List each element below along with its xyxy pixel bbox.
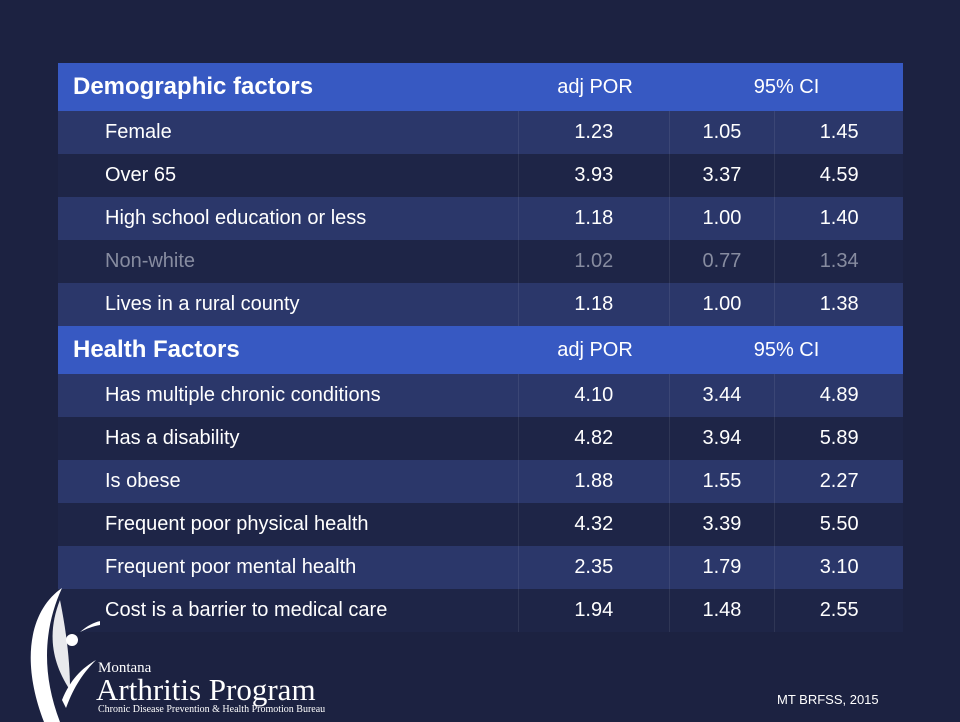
table-row: Non-white 1.02 0.77 1.34 [58, 240, 903, 283]
row-label: Has multiple chronic conditions [58, 374, 519, 417]
logo-line3: Chronic Disease Prevention & Health Prom… [98, 704, 326, 715]
por-cell: 4.32 [519, 503, 670, 546]
column-header: 95% CI [753, 338, 820, 361]
ci-high-cell: 5.50 [819, 513, 859, 535]
ci-low-cell: 1.79 [670, 546, 776, 589]
por-cell: 1.94 [519, 589, 670, 632]
row-label: Frequent poor physical health [58, 503, 519, 546]
ci-high-cell: 2.55 [819, 599, 859, 621]
ci-low-cell: 0.77 [670, 240, 776, 283]
ci-low-cell: 3.37 [670, 154, 776, 197]
row-label: Over 65 [58, 154, 519, 197]
logo-leaf [30, 588, 100, 722]
ci-high-cell: 1.38 [819, 293, 859, 315]
por-cell: 1.18 [519, 283, 670, 326]
ci-low-cell: 1.05 [670, 111, 776, 154]
table-row: Has a disability 4.82 3.94 5.89 [58, 417, 903, 460]
ci-low-cell: 1.00 [670, 283, 776, 326]
ci-low-cell: 3.94 [670, 417, 776, 460]
table-row: Lives in a rural county 1.18 1.00 1.38 [58, 283, 903, 326]
ci-low-cell: 1.48 [670, 589, 776, 632]
por-cell: 4.10 [519, 374, 670, 417]
por-cell: 1.23 [519, 111, 670, 154]
por-cell: 4.82 [519, 417, 670, 460]
row-label: Non-white [58, 240, 519, 283]
row-label: Cost is a barrier to medical care [58, 589, 519, 632]
row-label: High school education or less [58, 197, 519, 240]
ci-high-cell: 5.89 [819, 427, 859, 449]
ci-high-cell: 1.45 [819, 121, 859, 143]
table-row: Frequent poor mental health 2.35 1.79 3.10 [58, 546, 903, 589]
por-cell: 1.02 [519, 240, 670, 283]
table-row: Over 65 3.93 3.37 4.59 [58, 154, 903, 197]
ci-high-cell: 3.10 [819, 556, 859, 578]
logo-line1: Montana [98, 660, 152, 676]
row-label: Lives in a rural county [58, 283, 519, 326]
row-label: Female [58, 111, 519, 154]
section-title: Demographic factors [73, 73, 314, 100]
ci-high-cell: 2.27 [819, 470, 859, 492]
table: Demographic factors adj POR 95% CI Female 1.… [58, 63, 903, 632]
ci-low-cell: 3.39 [670, 503, 776, 546]
section-title: Health Factors [73, 336, 240, 363]
table-row: Has multiple chronic conditions 4.10 3.44 4… [58, 374, 903, 417]
table-row: Female 1.23 1.05 1.45 [58, 111, 903, 154]
table-row: Is obese 1.88 1.55 2.27 [58, 460, 903, 503]
section-header: Health Factors adj POR 95% CI [58, 326, 903, 374]
ci-low-cell: 3.44 [670, 374, 776, 417]
source-note: MT BRFSS, 2015 [777, 692, 879, 707]
ci-low-cell: 1.00 [670, 197, 776, 240]
por-cell: 1.18 [519, 197, 670, 240]
row-label: Has a disability [58, 417, 519, 460]
table-row: High school education or less 1.18 1.00 1.4… [58, 197, 903, 240]
column-header: adj POR [557, 75, 633, 98]
row-label: Frequent poor mental health [58, 546, 519, 589]
row-label: Is obese [58, 460, 519, 503]
ci-high-cell: 4.59 [819, 164, 859, 186]
section-header: Demographic factors adj POR 95% CI [58, 63, 903, 111]
table-row: Frequent poor physical health 4.32 3.39 5.5… [58, 503, 903, 546]
table-row: Cost is a barrier to medical care 1.94 1.4… [58, 589, 903, 632]
ci-high-cell: 1.40 [819, 207, 859, 229]
por-cell: 2.35 [519, 546, 670, 589]
column-header: 95% CI [753, 75, 820, 98]
por-cell: 3.93 [519, 154, 670, 197]
por-cell: 1.88 [519, 460, 670, 503]
ci-high-cell: 1.34 [819, 250, 859, 272]
column-header: adj POR [557, 338, 633, 361]
logo-line2: Arthritis Program [96, 672, 316, 707]
ci-low-cell: 1.55 [670, 460, 776, 503]
ci-high-cell: 4.89 [819, 384, 859, 406]
